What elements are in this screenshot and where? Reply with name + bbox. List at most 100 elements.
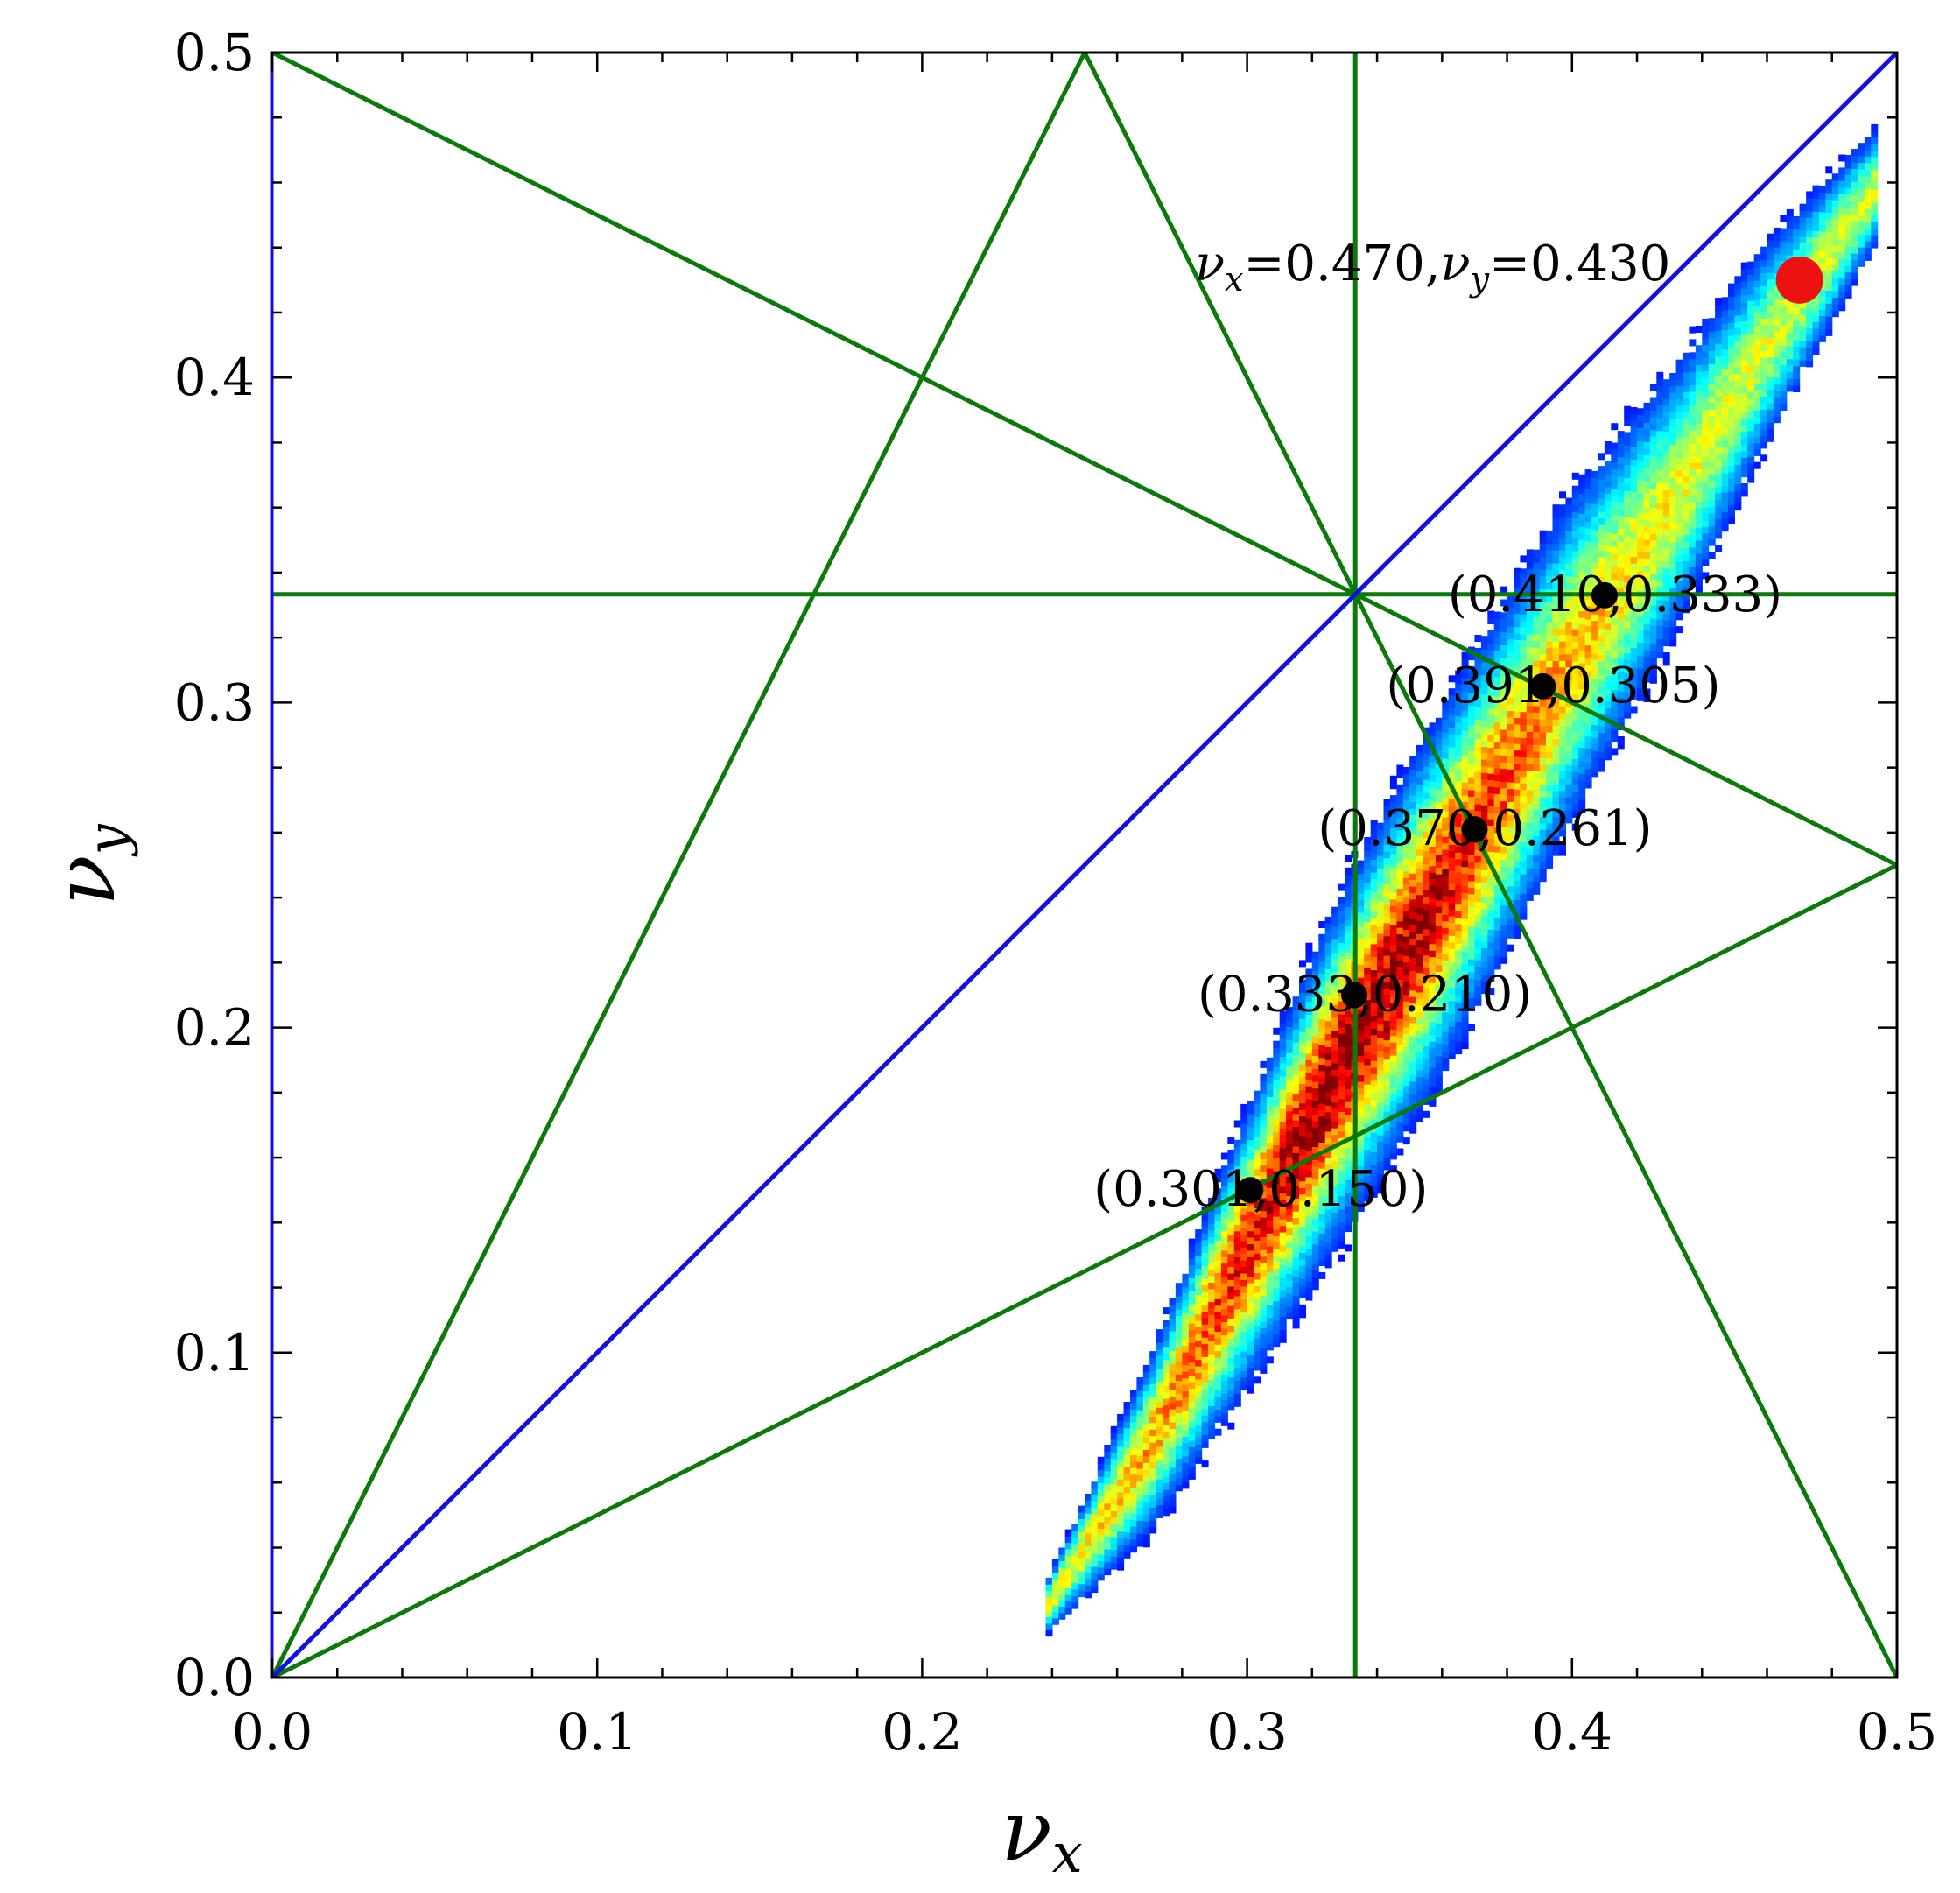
heatmap-cell <box>1760 337 1768 345</box>
heatmap-cell <box>1389 807 1397 815</box>
heatmap-cell <box>1715 512 1723 520</box>
heatmap-cell <box>1305 1040 1313 1048</box>
heatmap-cell <box>1142 1468 1150 1476</box>
heatmap-cell <box>1220 1418 1228 1426</box>
heatmap-cell <box>1799 320 1807 328</box>
heatmap-cell <box>1254 1122 1261 1130</box>
heatmap-cell <box>1649 416 1657 424</box>
heatmap-cell <box>1389 964 1397 972</box>
heatmap-cell <box>1773 331 1781 339</box>
heatmap-cell <box>1448 922 1456 930</box>
heatmap-cell <box>1514 711 1521 718</box>
heatmap-cell <box>1389 1133 1397 1141</box>
heatmap-cell <box>1767 434 1774 442</box>
heatmap-cell <box>1461 782 1469 790</box>
heatmap-cell <box>1611 611 1619 619</box>
heatmap-cell <box>1338 1098 1345 1106</box>
heatmap-cell <box>1409 976 1417 984</box>
heatmap-cell <box>1383 922 1391 930</box>
heatmap-cell <box>1182 1410 1190 1418</box>
heatmap-cell <box>1286 1098 1294 1106</box>
heatmap-cell <box>1260 1191 1268 1199</box>
heatmap-cell <box>1311 1243 1319 1251</box>
heatmap-cell <box>1305 1137 1313 1145</box>
heatmap-cell <box>1305 1209 1313 1217</box>
heatmap-cell <box>1584 703 1592 711</box>
heatmap-cell <box>1617 691 1625 698</box>
heatmap-cell <box>1377 1024 1385 1031</box>
heatmap-cell <box>1546 829 1554 837</box>
heatmap-cell <box>1767 285 1774 293</box>
heatmap-cell <box>1370 943 1378 951</box>
heatmap-cell <box>1442 823 1450 831</box>
heatmap-cell <box>1233 1386 1241 1394</box>
heatmap-cell <box>1728 361 1735 369</box>
heatmap-cell <box>1786 248 1794 256</box>
heatmap-cell <box>1617 736 1625 743</box>
heatmap-cell <box>1571 557 1579 565</box>
heatmap-cell <box>1279 1284 1287 1291</box>
heatmap-cell <box>1702 370 1710 378</box>
heatmap-cell <box>1247 1263 1254 1270</box>
heatmap-cell <box>1338 1001 1345 1009</box>
heatmap-cell <box>1110 1439 1118 1446</box>
heatmap-cell <box>1514 723 1521 731</box>
heatmap-cell <box>1702 487 1710 495</box>
heatmap-cell <box>1318 1214 1326 1221</box>
heatmap-cell <box>1254 1162 1261 1170</box>
heatmap-cell <box>1208 1334 1216 1341</box>
heatmap-cell <box>1370 1145 1378 1152</box>
heatmap-cell <box>1559 517 1566 524</box>
heatmap-cell <box>1571 648 1579 656</box>
heatmap-cell <box>1480 921 1488 929</box>
heatmap-cell <box>1643 610 1651 618</box>
heatmap-cell <box>1571 713 1579 721</box>
heatmap-cell <box>1533 803 1541 811</box>
heatmap-cell <box>1767 383 1774 391</box>
heatmap-cell <box>1552 621 1560 629</box>
heatmap-cell <box>1565 810 1573 817</box>
heatmap-cell <box>1117 1544 1125 1552</box>
heatmap-cell <box>1624 607 1632 615</box>
heatmap-cell <box>1598 557 1605 564</box>
heatmap-cell <box>1683 606 1690 614</box>
heatmap-cell <box>1448 857 1456 865</box>
heatmap-cell <box>1683 580 1690 588</box>
heatmap-cell <box>1662 522 1670 530</box>
heatmap-cell <box>1273 1184 1281 1191</box>
heatmap-cell <box>1364 1077 1372 1085</box>
heatmap-cell <box>1233 1256 1241 1264</box>
heatmap-cell <box>1624 646 1632 654</box>
heatmap-cell <box>1468 672 1475 680</box>
heatmap-cell <box>1429 891 1437 899</box>
heatmap-cell <box>1435 1010 1443 1017</box>
heatmap-cell <box>1416 1017 1423 1025</box>
heatmap-cell <box>1416 1038 1423 1045</box>
heatmap-cell <box>1357 1179 1365 1186</box>
heatmap-cell <box>1630 666 1638 674</box>
heatmap-cell <box>1695 559 1703 567</box>
heatmap-cell <box>1311 1270 1319 1277</box>
heatmap-cell <box>1617 431 1625 439</box>
heatmap-cell <box>1240 1149 1248 1157</box>
heatmap-cell <box>1740 398 1748 406</box>
heatmap-cell <box>1617 697 1625 705</box>
heatmap-cell <box>1773 416 1781 424</box>
heatmap-cell <box>1396 771 1404 778</box>
heatmap-cell <box>1637 467 1644 474</box>
heatmap-cell <box>1324 961 1332 969</box>
heatmap-cell <box>1324 949 1332 956</box>
heatmap-cell <box>1266 1089 1274 1097</box>
heatmap-cell <box>1656 599 1664 607</box>
heatmap-cell <box>1305 1293 1313 1301</box>
heatmap-cell <box>1507 678 1514 686</box>
heatmap-cell <box>1474 810 1482 818</box>
heatmap-cell <box>1286 1312 1294 1320</box>
heatmap-cell <box>1396 888 1404 896</box>
heatmap-cell <box>1279 1264 1287 1272</box>
heatmap-cell <box>1715 408 1723 416</box>
heatmap-cell <box>1208 1197 1216 1205</box>
heatmap-cell <box>1402 786 1410 794</box>
heatmap-cell <box>1331 913 1339 921</box>
heatmap-cell <box>1182 1280 1190 1288</box>
